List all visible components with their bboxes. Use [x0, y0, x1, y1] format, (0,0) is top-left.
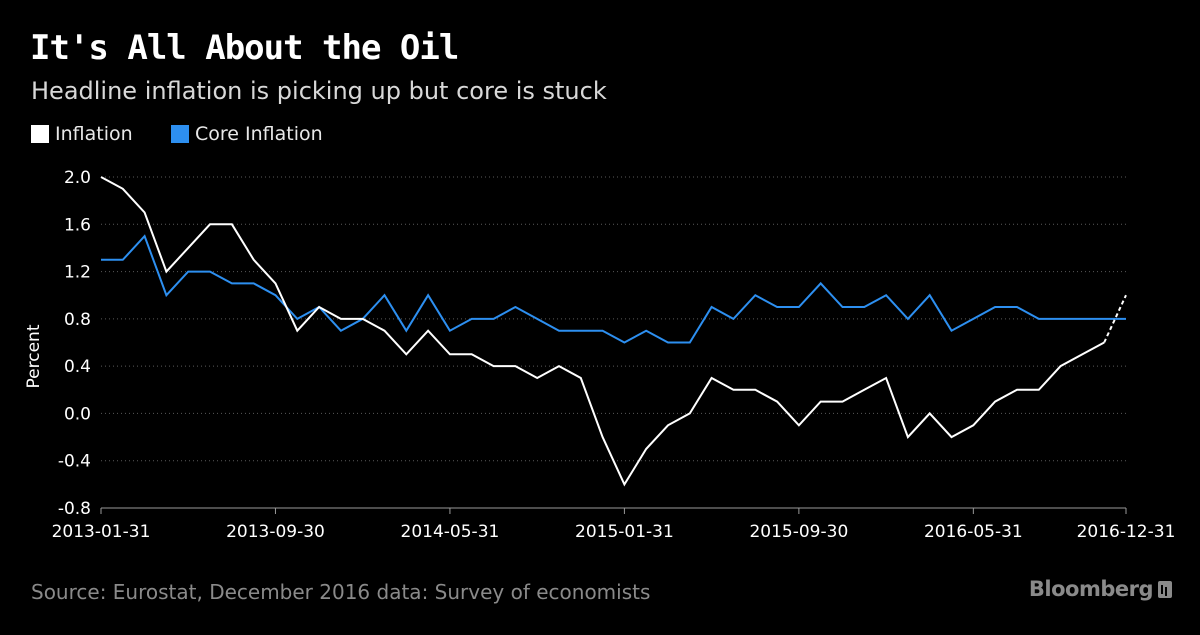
chart-title: It's All About the Oil — [30, 28, 459, 68]
bloomberg-logo: Bloomberg — [1029, 577, 1172, 601]
series-line-inflation-forecast — [1103, 294, 1127, 343]
x-tick-label: 2013-09-30 — [226, 522, 325, 542]
legend-swatch-core-inflation — [171, 125, 189, 143]
y-tick-label: 1.6 — [64, 215, 91, 235]
chart-subtitle: Headline inflation is picking up but cor… — [31, 77, 607, 105]
legend-label-core-inflation: Core Inflation — [195, 123, 323, 145]
legend-label-inflation: Inflation — [55, 123, 133, 145]
y-axis-title: Percent — [24, 324, 44, 388]
x-tick-label: 2013-01-31 — [52, 522, 151, 542]
x-tick-label: 2016-05-31 — [924, 522, 1023, 542]
source-note: Source: Eurostat, December 2016 data: Su… — [31, 580, 651, 604]
x-tick-label: 2015-01-31 — [575, 522, 674, 542]
legend-item-core-inflation: Core Inflation — [171, 123, 323, 145]
y-tick-label: 0.8 — [64, 310, 91, 330]
y-tick-label: -0.8 — [58, 499, 91, 519]
x-tick-label: 2014-05-31 — [401, 522, 500, 542]
bloomberg-terminal-icon — [1158, 580, 1172, 598]
series-line-inflation — [100, 176, 1105, 487]
series-line-core-inflation — [101, 234, 1126, 344]
legend-item-inflation: Inflation — [31, 123, 133, 145]
y-tick-label: 1.2 — [64, 263, 91, 283]
brand-label: Bloomberg — [1028, 577, 1154, 601]
y-tick-label: 0.4 — [64, 357, 91, 377]
y-tick-label: 0.0 — [64, 404, 91, 424]
y-tick-label: -0.4 — [58, 452, 91, 472]
y-tick-label: 2.0 — [64, 168, 91, 188]
x-tick-label: 2016-12-31 — [1077, 522, 1176, 542]
x-tick-label: 2015-09-30 — [749, 522, 848, 542]
legend-swatch-inflation — [31, 125, 49, 143]
